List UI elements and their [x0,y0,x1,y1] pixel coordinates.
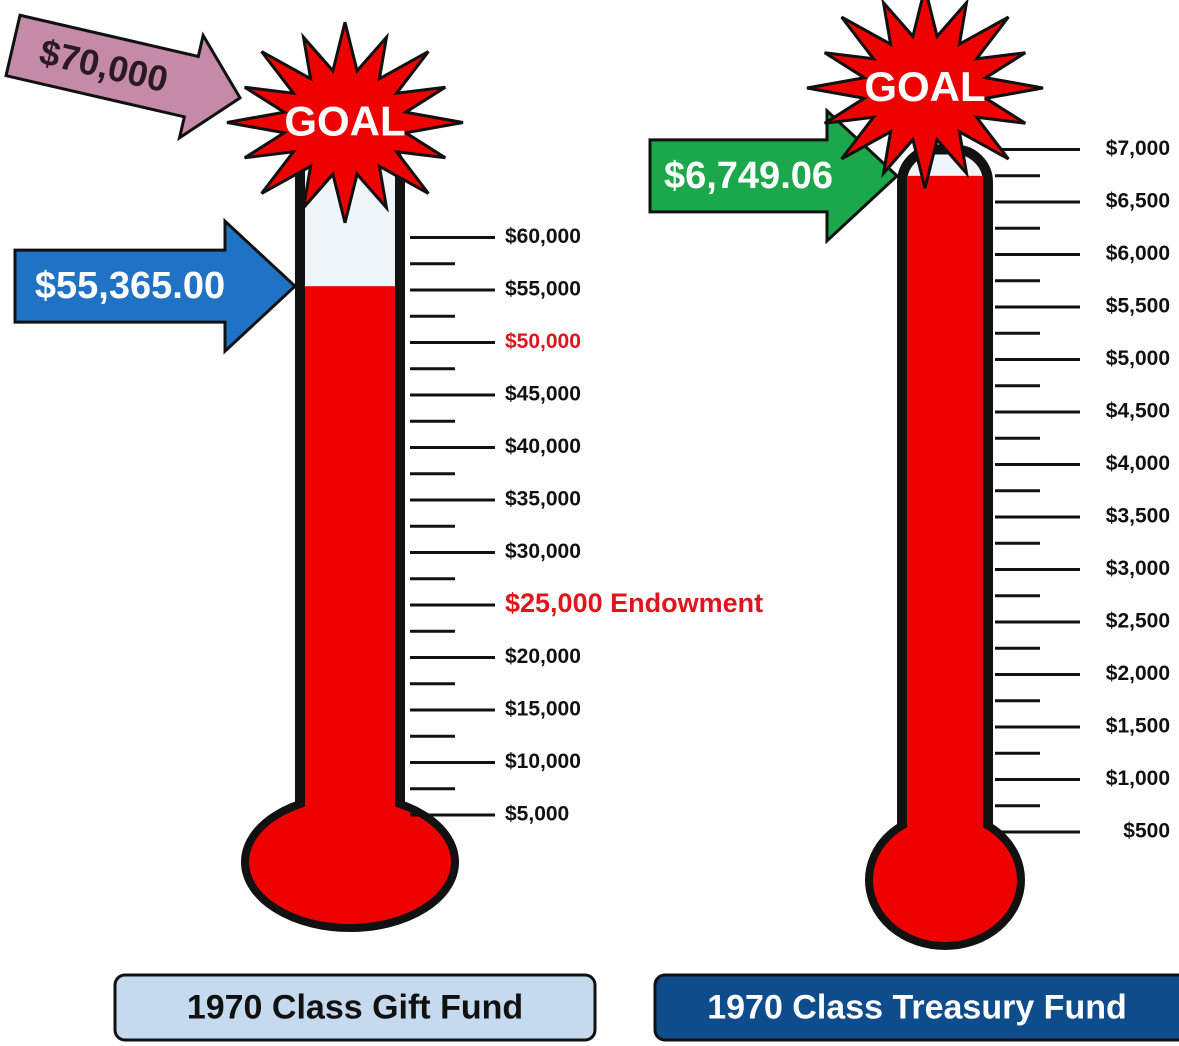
tick-label: $1,000 [1106,767,1170,790]
goal-text: GOAL [864,63,985,110]
tick-label: $20,000 [505,645,581,668]
tick-label: $2,000 [1106,662,1170,685]
tick-label: $3,000 [1106,557,1170,580]
tick-label: $5,000 [1106,347,1170,370]
tick-label: $500 [1123,820,1170,843]
tick-label: $15,000 [505,698,581,721]
tick-label: $25,000 Endowment [505,588,763,618]
tick-label: $4,500 [1106,400,1170,423]
thermometer: $500 $1,000 $1,500 $2,000 $2,500 $3,000 $3,500… [650,0,1179,1040]
tick-label: $60,000 [505,225,581,248]
value-label: $55,365.00 [35,265,225,307]
chart-title: 1970 Class Gift Fund [187,988,523,1026]
tick-label: $5,000 [505,803,569,826]
tick-label: $30,000 [505,540,581,563]
bulb-neck [907,804,983,834]
value-label: $6,749.06 [664,155,833,197]
tick-label: $40,000 [505,435,581,458]
tick-label: $1,500 [1106,715,1170,738]
tick-label: $50,000 [505,330,581,353]
tick-label: $6,500 [1106,190,1170,213]
bulb-neck [305,786,395,816]
goal-arrow-group: $70,000 [1,0,252,149]
tick-label: $10,000 [505,750,581,773]
tick-label: $3,500 [1106,505,1170,528]
tick-label: $45,000 [505,383,581,406]
mercury [305,286,395,862]
tick-label: $55,000 [505,278,581,301]
tick-label: $2,500 [1106,610,1170,633]
goal-text: GOAL [284,98,405,145]
tick-label: $5,500 [1106,295,1170,318]
chart-title: 1970 Class Treasury Fund [707,988,1127,1026]
tick-label: $35,000 [505,488,581,511]
thermometer-infographic: $5,000 $10,000 $15,000 $20,000 $25,000 Endow… [0,0,1179,1046]
tick-label: $7,000 [1106,137,1170,160]
tick-label: $6,000 [1106,242,1170,265]
mercury [907,176,983,880]
tick-label: $4,000 [1106,452,1170,475]
